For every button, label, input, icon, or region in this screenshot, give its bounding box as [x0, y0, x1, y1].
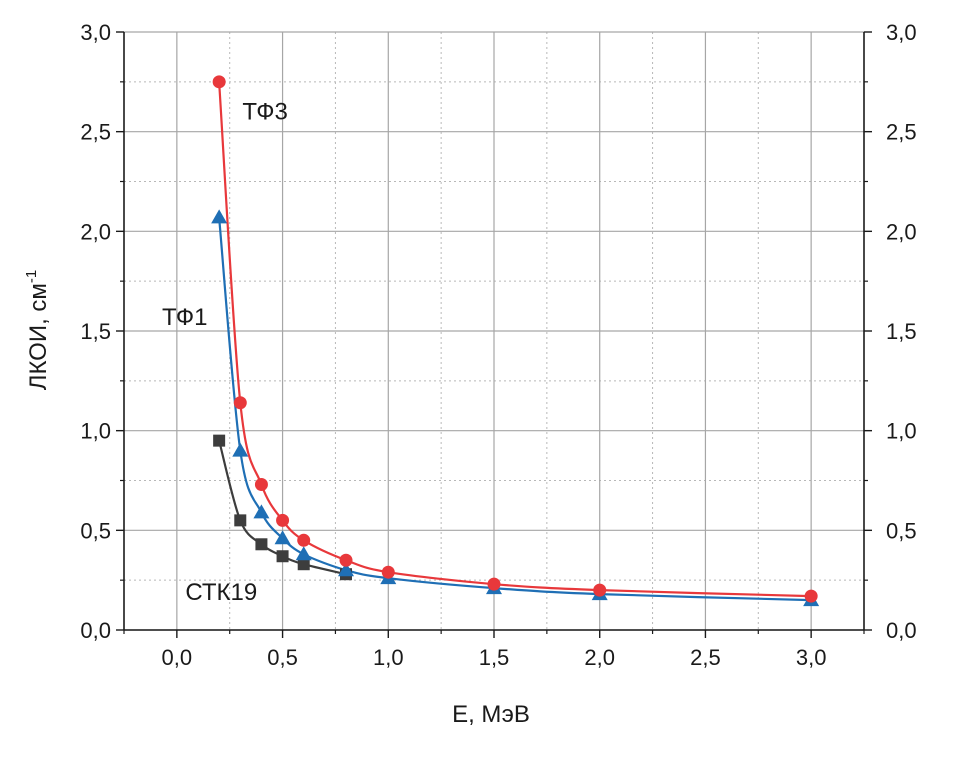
- x-tick-label: 3,0: [796, 645, 827, 670]
- y-left-tick-label: 1,5: [80, 319, 111, 344]
- y-axis-title-main: ЛКОИ, см: [25, 283, 52, 390]
- y-axis-title-superscript: -1: [23, 270, 40, 283]
- y-left-tick-label: 1,0: [80, 419, 111, 444]
- x-tick-label: 2,0: [584, 645, 615, 670]
- data-point: [295, 546, 312, 561]
- data-point: [254, 477, 268, 491]
- x-tick-label: 0,5: [267, 645, 298, 670]
- data-point: [253, 504, 270, 519]
- y-left-tick-label: 0,0: [80, 618, 111, 643]
- data-point: [233, 396, 247, 410]
- x-tick-label: 1,5: [479, 645, 510, 670]
- series-label: ТФ3: [242, 99, 287, 126]
- y-right-tick-label: 0,0: [886, 618, 917, 643]
- data-point: [234, 514, 247, 527]
- y-right-tick-label: 2,0: [886, 219, 917, 244]
- data-point: [274, 530, 291, 545]
- series-markers-ТФ3: [212, 75, 818, 603]
- data-point: [276, 513, 290, 527]
- data-point: [338, 562, 354, 577]
- x-tick-label: 2,5: [690, 645, 721, 670]
- y-axis-title: ЛКОИ, см-1: [23, 270, 52, 391]
- series-label: ТФ1: [162, 304, 207, 331]
- y-left-tick-label: 2,0: [80, 219, 111, 244]
- y-right-tick-label: 2,5: [886, 120, 917, 145]
- series-group: [211, 75, 820, 607]
- data-point: [297, 558, 310, 571]
- data-point: [255, 538, 268, 551]
- axes: 0,0 0,5 1,0 1,5 2,0 2,5 3,0 0,0 0,0 0,5 0,5 1,0 1,0 1…: [80, 20, 916, 670]
- y-left-tick-label: 3,0: [80, 20, 111, 45]
- series-labels: ТФ3 ТФ1 СТК19: [162, 99, 288, 606]
- series-label: СТК19: [185, 579, 257, 606]
- data-point: [804, 589, 818, 603]
- data-point: [381, 565, 395, 579]
- x-axis-title: E, МэВ: [452, 701, 530, 728]
- data-point: [211, 209, 228, 224]
- data-point: [487, 577, 501, 591]
- data-point: [213, 434, 226, 447]
- data-point: [212, 75, 226, 89]
- data-point: [276, 550, 289, 563]
- data-point: [297, 533, 311, 547]
- x-tick-label: 0,0: [162, 645, 193, 670]
- y-right-tick-label: 0,5: [886, 518, 917, 543]
- y-left-tick-label: 0,5: [80, 518, 111, 543]
- x-tick-label: 1,0: [373, 645, 404, 670]
- data-point: [339, 553, 353, 567]
- y-right-tick-label: 1,0: [886, 419, 917, 444]
- series-markers-СТК19: [213, 434, 352, 581]
- data-point: [232, 442, 249, 457]
- y-right-tick-label: 3,0: [886, 20, 917, 45]
- y-right-tick-label: 1,5: [886, 319, 917, 344]
- y-left-tick-label: 2,5: [80, 120, 111, 145]
- data-point: [593, 583, 607, 597]
